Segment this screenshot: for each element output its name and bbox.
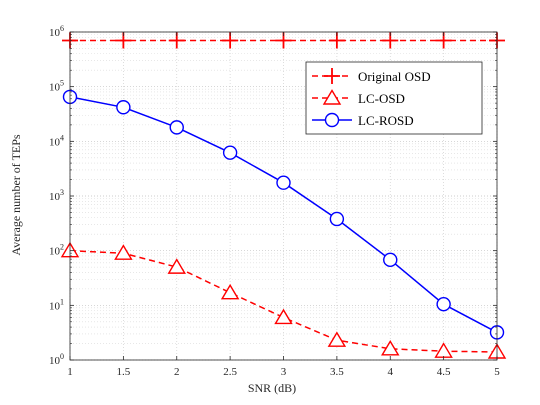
triangle-marker: [114, 244, 133, 260]
legend-item: LC-OSD: [312, 89, 405, 106]
circle-marker: [383, 252, 398, 268]
series-2: [60, 241, 507, 359]
legend-label: Original OSD: [358, 69, 431, 84]
x-axis-label: SNR (dB): [248, 381, 296, 395]
triangle-marker: [274, 308, 293, 325]
y-tick-labels: 100 101 102 103 104 105 106: [49, 24, 64, 367]
circle-marker: [276, 175, 291, 190]
triangle-marker: [220, 283, 240, 300]
triangle-marker: [381, 339, 400, 356]
x-tick-labels: 1 1.5 2 2.5 3 3.5 4 4.5 5: [67, 366, 500, 378]
y-tick-label: 106: [49, 24, 64, 39]
circle-marker: [169, 120, 184, 135]
x-tick-label: 1: [67, 366, 73, 378]
circle-marker: [222, 145, 238, 160]
legend: Original OSD LC-OSD LC-ROSD: [305, 61, 483, 135]
axes-frame: [69, 31, 498, 361]
x-tick-label: 4: [388, 366, 394, 378]
x-tick-label: 2: [174, 366, 180, 378]
legend-label: LC-ROSD: [358, 113, 414, 128]
triangle-marker: [327, 331, 347, 347]
y-axis-label: Average number of TEPs: [9, 134, 23, 256]
series-layer: [60, 32, 507, 359]
series-line: [69, 249, 498, 353]
legend-item: LC-ROSD: [312, 112, 414, 128]
x-tick-label: 3: [281, 366, 287, 378]
x-tick-label: 2.5: [223, 366, 237, 378]
x-tick-label: 4.5: [437, 366, 451, 378]
triangle-marker: [167, 258, 186, 274]
legend-item: Original OSD: [312, 68, 431, 84]
series-1: [62, 32, 505, 49]
y-tick-label: 104: [49, 133, 64, 148]
x-tick-label: 3.5: [330, 366, 344, 378]
circle-marker: [324, 112, 340, 128]
x-tick-label: 5: [494, 366, 500, 378]
triangle-marker: [322, 89, 342, 105]
circle-marker: [116, 100, 131, 115]
plus-marker: [324, 68, 340, 84]
y-tick-label: 103: [49, 188, 64, 203]
y-tick-label: 101: [49, 297, 64, 312]
y-tick-label: 102: [49, 243, 64, 258]
series-3: [62, 89, 505, 340]
x-tick-label: 1.5: [117, 366, 131, 378]
legend-label: LC-OSD: [358, 91, 405, 106]
circle-marker: [329, 211, 345, 227]
y-tick-label: 100: [49, 352, 64, 367]
y-tick-label: 105: [49, 79, 64, 94]
circle-marker: [436, 296, 451, 312]
